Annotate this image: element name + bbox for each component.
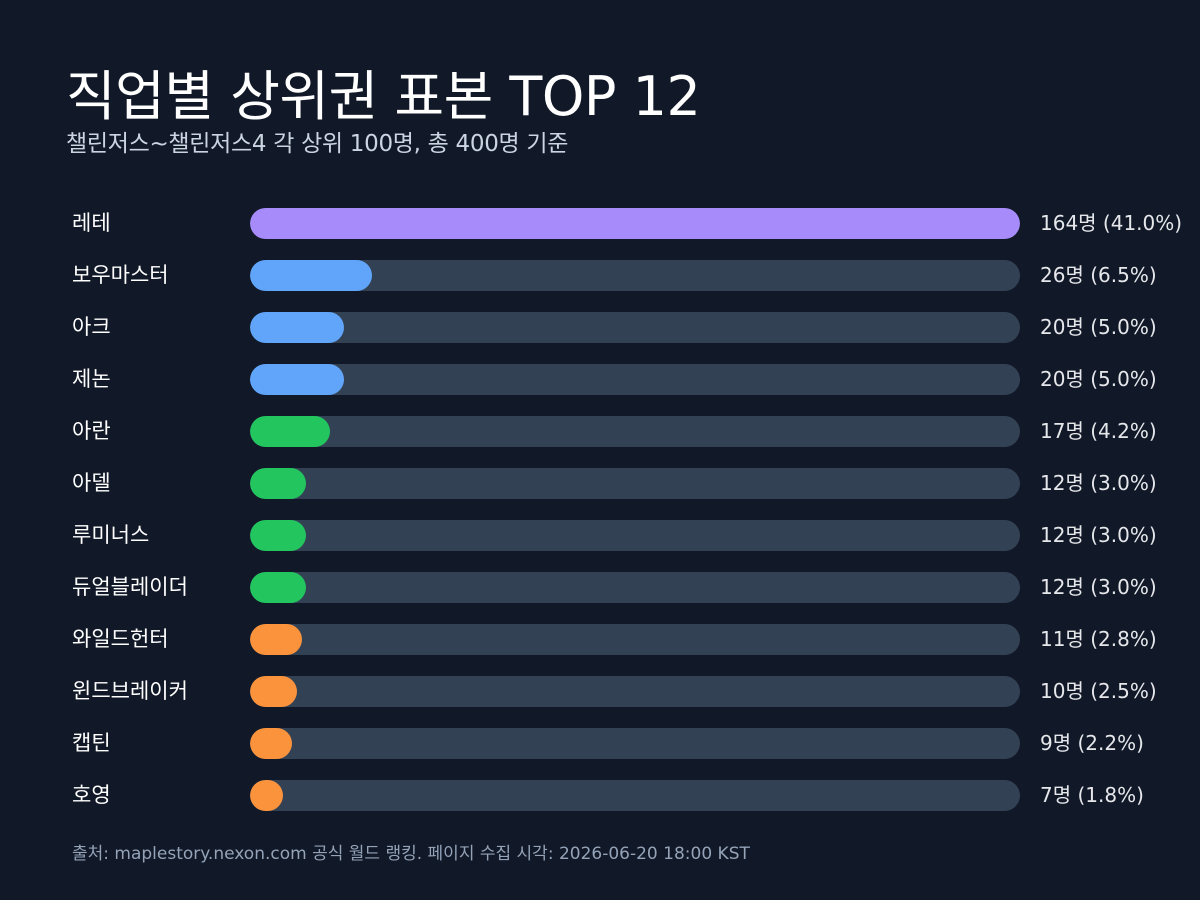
category-label: 호영	[72, 783, 111, 807]
bar-track	[250, 624, 1020, 655]
value-label: 12명 (3.0%)	[1040, 575, 1157, 599]
chart-title: 직업별 상위권 표본 TOP 12	[66, 65, 701, 128]
bar-row: 와일드헌터 11명 (2.8%)	[0, 614, 1200, 666]
bar	[250, 676, 297, 707]
bar-row: 제논 20명 (5.0%)	[0, 354, 1200, 406]
bar-track	[250, 728, 1020, 759]
bar-row: 아란 17명 (4.2%)	[0, 406, 1200, 458]
category-label: 루미너스	[72, 523, 150, 547]
value-label: 12명 (3.0%)	[1040, 523, 1157, 547]
bar-chart: 레테 164명 (41.0%) 보우마스터 26명 (6.5%) 아크 20명 (5.0%…	[0, 198, 1200, 822]
bar	[250, 780, 283, 811]
bar-row: 윈드브레이커 10명 (2.5%)	[0, 666, 1200, 718]
value-label: 11명 (2.8%)	[1040, 627, 1157, 651]
bar-row: 루미너스 12명 (3.0%)	[0, 510, 1200, 562]
bar	[250, 624, 302, 655]
bar-row: 호영 7명 (1.8%)	[0, 770, 1200, 822]
bar-track	[250, 364, 1020, 395]
bar-row: 캡틴 9명 (2.2%)	[0, 718, 1200, 770]
bar-track	[250, 416, 1020, 447]
value-label: 10명 (2.5%)	[1040, 679, 1157, 703]
category-label: 제논	[72, 367, 111, 391]
value-label: 20명 (5.0%)	[1040, 315, 1157, 339]
bar	[250, 468, 307, 499]
category-label: 레테	[72, 211, 111, 235]
category-label: 보우마스터	[72, 263, 169, 287]
bar-row: 보우마스터 26명 (6.5%)	[0, 250, 1200, 302]
category-label: 듀얼블레이더	[72, 575, 188, 599]
bar-row: 아크 20명 (5.0%)	[0, 302, 1200, 354]
bar	[250, 572, 307, 603]
bar-track	[250, 208, 1020, 239]
bar-row: 아델 12명 (3.0%)	[0, 458, 1200, 510]
bar	[250, 728, 293, 759]
bar-track	[250, 468, 1020, 499]
category-label: 아델	[72, 471, 111, 495]
category-label: 와일드헌터	[72, 627, 169, 651]
bar-row: 듀얼블레이더 12명 (3.0%)	[0, 562, 1200, 614]
category-label: 아크	[72, 315, 111, 339]
value-label: 17명 (4.2%)	[1040, 419, 1157, 443]
value-label: 9명 (2.2%)	[1040, 731, 1144, 755]
category-label: 아란	[72, 419, 111, 443]
bar	[250, 260, 373, 291]
chart-subtitle: 챌린저스~챌린저스4 각 상위 100명, 총 400명 기준	[66, 131, 569, 157]
bar-track	[250, 260, 1020, 291]
value-label: 164명 (41.0%)	[1040, 211, 1183, 235]
bar-row: 레테 164명 (41.0%)	[0, 198, 1200, 250]
category-label: 캡틴	[72, 731, 111, 755]
value-label: 7명 (1.8%)	[1040, 783, 1144, 807]
source-note: 출처: maplestory.nexon.com 공식 월드 랭킹. 페이지 수…	[72, 844, 750, 864]
bar-track	[250, 572, 1020, 603]
bar	[250, 364, 344, 395]
bar-track	[250, 780, 1020, 811]
bar	[250, 520, 307, 551]
bar	[250, 416, 330, 447]
value-label: 26명 (6.5%)	[1040, 263, 1157, 287]
bar	[250, 312, 344, 343]
bar-track	[250, 676, 1020, 707]
value-label: 12명 (3.0%)	[1040, 471, 1157, 495]
bar-track	[250, 520, 1020, 551]
category-label: 윈드브레이커	[72, 679, 188, 703]
bar	[250, 208, 1020, 239]
bar-track	[250, 312, 1020, 343]
value-label: 20명 (5.0%)	[1040, 367, 1157, 391]
